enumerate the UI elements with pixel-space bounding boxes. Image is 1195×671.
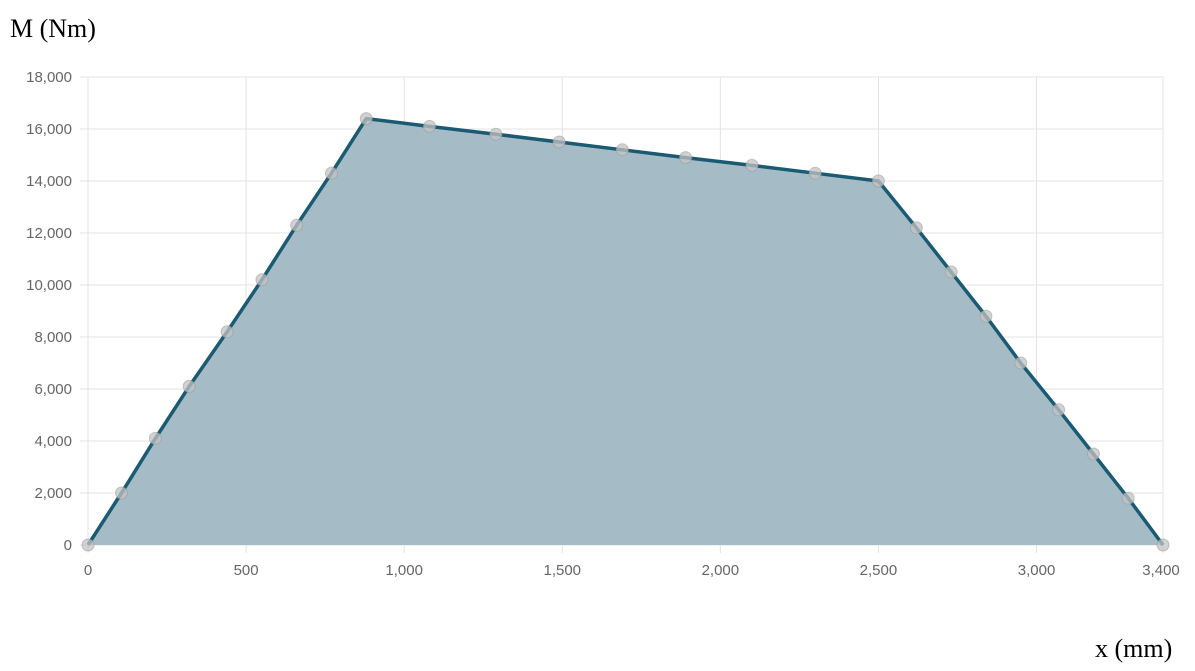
data-point[interactable] xyxy=(148,431,162,445)
data-point[interactable] xyxy=(679,151,693,165)
data-point[interactable] xyxy=(1156,538,1170,552)
data-point[interactable] xyxy=(81,538,95,552)
x-tick-label: 500 xyxy=(234,562,259,579)
y-axis-title: M (Nm) xyxy=(10,14,96,43)
y-tick-label: 0 xyxy=(64,537,72,554)
y-tick-label: 10,000 xyxy=(26,277,72,294)
y-tick-label: 2,000 xyxy=(34,485,72,502)
x-tick-label: 1,000 xyxy=(385,562,423,579)
data-point[interactable] xyxy=(359,112,373,126)
data-point[interactable] xyxy=(220,325,234,339)
data-point[interactable] xyxy=(422,119,436,133)
y-tick-labels: 0 2,000 4,000 6,000 8,000 10,000 12,000 14,000 1… xyxy=(26,69,72,554)
y-tick-label: 18,000 xyxy=(26,69,72,86)
data-point[interactable] xyxy=(909,221,923,235)
data-point[interactable] xyxy=(1086,447,1100,461)
data-point[interactable] xyxy=(255,273,269,287)
data-point[interactable] xyxy=(182,379,196,393)
y-tick-label: 14,000 xyxy=(26,173,72,190)
data-points xyxy=(81,112,1170,552)
y-tick-label: 12,000 xyxy=(26,225,72,242)
x-tick-label: 2,000 xyxy=(702,562,740,579)
data-point[interactable] xyxy=(871,174,885,188)
data-point[interactable] xyxy=(944,265,958,279)
data-point[interactable] xyxy=(489,127,503,141)
series-area-fill xyxy=(88,118,1163,545)
data-point[interactable] xyxy=(290,218,304,232)
x-tick-label: 3,000 xyxy=(1018,562,1056,579)
data-point[interactable] xyxy=(324,166,338,180)
data-point[interactable] xyxy=(552,135,566,149)
data-point[interactable] xyxy=(1121,491,1135,505)
x-tick-labels: 0 500 1,000 1,500 2,000 2,500 3,000 3,400 xyxy=(84,562,1180,579)
data-point[interactable] xyxy=(808,166,822,180)
data-point[interactable] xyxy=(1052,403,1066,417)
y-tick-label: 6,000 xyxy=(34,381,72,398)
x-tick-label: 0 xyxy=(84,562,92,579)
y-tick-label: 16,000 xyxy=(26,121,72,138)
data-point[interactable] xyxy=(745,158,759,172)
x-tick-label: 1,500 xyxy=(543,562,581,579)
data-point[interactable] xyxy=(615,143,629,157)
y-tick-label: 8,000 xyxy=(34,329,72,346)
data-point[interactable] xyxy=(979,309,993,323)
data-point[interactable] xyxy=(115,486,129,500)
x-axis-title: x (mm) xyxy=(1095,634,1173,663)
x-tick-label: 2,500 xyxy=(860,562,898,579)
y-tick-label: 4,000 xyxy=(34,433,72,450)
data-point[interactable] xyxy=(1014,356,1028,370)
x-tick-label: 3,400 xyxy=(1142,562,1180,579)
